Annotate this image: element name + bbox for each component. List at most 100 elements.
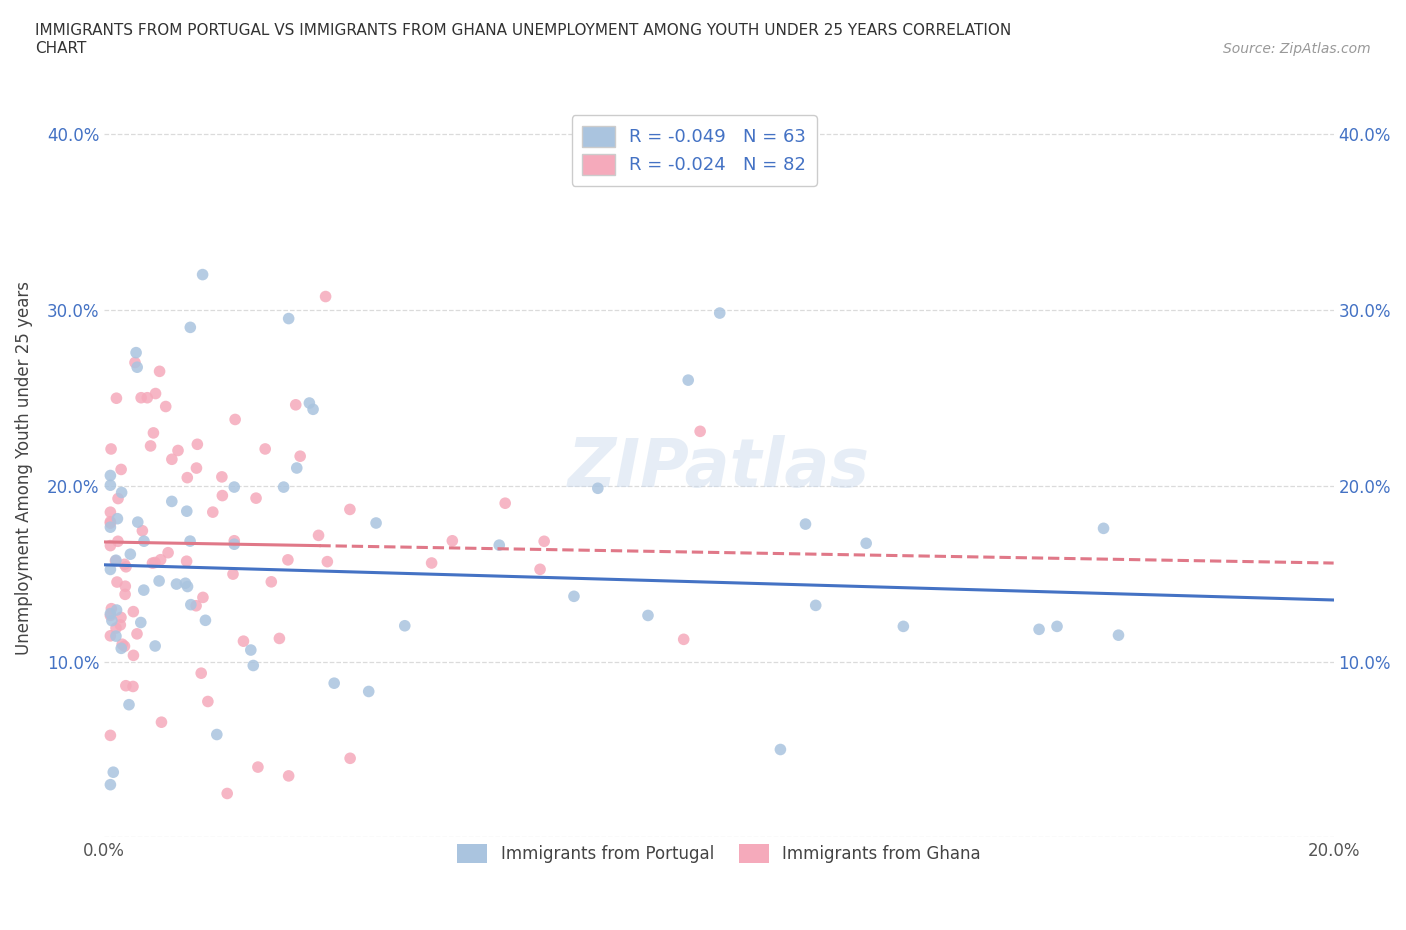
Point — [180, 597, 202, 612]
Point — [125, 627, 148, 642]
Legend: Immigrants from Portugal, Immigrants from Ghana: Immigrants from Portugal, Immigrants fro… — [450, 837, 987, 870]
Point — [124, 355, 146, 370]
Point — [364, 515, 387, 530]
Point — [143, 555, 166, 570]
Point — [100, 608, 122, 623]
Point — [277, 768, 299, 783]
Point — [1092, 521, 1115, 536]
Point — [104, 629, 127, 644]
Point — [308, 528, 330, 543]
Point — [166, 577, 188, 591]
Point — [277, 552, 299, 567]
Point — [111, 485, 134, 500]
Point — [637, 608, 659, 623]
Point — [132, 534, 155, 549]
Point — [224, 412, 246, 427]
Point — [129, 391, 152, 405]
Point — [769, 742, 792, 757]
Point — [562, 589, 585, 604]
Point — [174, 576, 197, 591]
Point — [122, 604, 145, 619]
Point — [1046, 619, 1069, 634]
Point — [100, 562, 122, 577]
Point — [107, 491, 129, 506]
Point — [186, 437, 208, 452]
Point — [494, 496, 516, 511]
Point — [176, 471, 198, 485]
Point — [277, 312, 299, 326]
Point — [100, 538, 122, 553]
Point — [145, 386, 167, 401]
Point — [232, 633, 254, 648]
Point — [339, 502, 361, 517]
Point — [105, 575, 128, 590]
Point — [100, 478, 122, 493]
Point — [150, 715, 173, 730]
Point — [285, 460, 308, 475]
Point — [804, 598, 827, 613]
Point — [100, 520, 122, 535]
Point — [105, 620, 128, 635]
Point — [323, 676, 346, 691]
Point — [114, 639, 136, 654]
Point — [709, 306, 731, 321]
Point — [110, 462, 132, 477]
Point — [122, 679, 145, 694]
Point — [197, 694, 219, 709]
Point — [111, 637, 134, 652]
Point — [155, 399, 177, 414]
Point — [315, 289, 337, 304]
Point — [139, 438, 162, 453]
Point — [339, 751, 361, 765]
Point — [115, 559, 138, 574]
Point — [298, 395, 321, 410]
Point — [142, 425, 165, 440]
Point — [100, 442, 122, 457]
Point — [100, 468, 122, 483]
Point — [529, 562, 551, 577]
Point — [100, 728, 122, 743]
Point — [114, 578, 136, 593]
Point — [222, 566, 245, 581]
Point — [284, 397, 307, 412]
Point — [160, 452, 183, 467]
Point — [118, 698, 141, 712]
Point — [260, 575, 283, 590]
Point — [148, 364, 170, 379]
Point — [288, 449, 311, 464]
Point — [131, 524, 153, 538]
Point — [127, 360, 149, 375]
Point — [115, 678, 138, 693]
Point — [394, 618, 416, 633]
Point — [176, 504, 198, 519]
Point — [316, 554, 339, 569]
Point — [211, 470, 233, 485]
Point — [105, 603, 128, 618]
Point — [125, 345, 148, 360]
Point — [122, 648, 145, 663]
Point — [357, 684, 380, 699]
Point — [167, 443, 190, 458]
Y-axis label: Unemployment Among Youth under 25 years: Unemployment Among Youth under 25 years — [15, 281, 32, 655]
Point — [104, 553, 127, 568]
Point — [201, 505, 224, 520]
Point — [224, 480, 246, 495]
Point — [205, 727, 228, 742]
Point — [136, 391, 159, 405]
Point — [143, 639, 166, 654]
Point — [160, 494, 183, 509]
Point — [104, 552, 127, 567]
Point — [420, 555, 443, 570]
Point — [148, 574, 170, 589]
Point — [179, 320, 201, 335]
Point — [269, 631, 291, 645]
Point — [103, 764, 125, 779]
Point — [127, 514, 149, 529]
Point — [110, 610, 132, 625]
Point — [107, 512, 129, 526]
Point — [1108, 628, 1130, 643]
Point — [132, 583, 155, 598]
Point — [245, 491, 267, 506]
Point — [672, 631, 695, 646]
Point — [191, 590, 214, 604]
